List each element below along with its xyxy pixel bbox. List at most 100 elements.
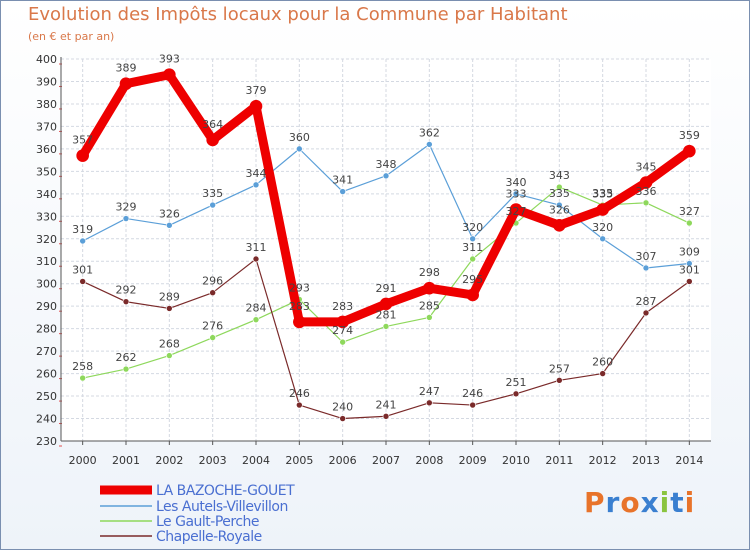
data-label: 311 — [246, 241, 267, 254]
data-label: 284 — [246, 302, 267, 315]
legend-label: LA BAZOCHE-GOUET — [156, 483, 295, 499]
data-point — [512, 390, 520, 398]
chart-subtitle: (en € et par an) — [28, 30, 115, 43]
data-label: 260 — [592, 356, 613, 369]
data-label: 309 — [679, 245, 700, 258]
data-point — [79, 278, 86, 285]
data-point — [642, 309, 650, 317]
y-tick-label: 390 — [36, 75, 57, 88]
data-point — [556, 201, 563, 209]
data-point — [122, 365, 130, 373]
data-label: 326 — [549, 203, 570, 216]
data-label: 329 — [116, 201, 137, 214]
x-tick-label: 2013 — [632, 454, 660, 467]
y-tick-label: 380 — [36, 98, 57, 111]
y-tick-label: 300 — [36, 278, 57, 291]
data-label: 293 — [289, 281, 310, 294]
data-point — [209, 334, 216, 341]
data-point — [469, 401, 476, 409]
data-label: 333 — [592, 188, 613, 201]
data-point — [79, 374, 86, 382]
data-label: 327 — [506, 205, 527, 218]
data-label: 276 — [202, 320, 223, 333]
data-point — [296, 401, 303, 409]
data-point — [119, 77, 133, 91]
data-label: 296 — [202, 275, 223, 288]
data-label: 345 — [636, 161, 657, 174]
x-tick-label: 2004 — [242, 454, 270, 467]
data-point — [379, 297, 393, 311]
data-point — [426, 314, 433, 321]
x-tick-label: 2014 — [675, 454, 703, 467]
data-point — [339, 338, 346, 346]
data-point — [683, 144, 696, 158]
data-label: 326 — [159, 207, 180, 220]
data-label: 393 — [159, 53, 180, 66]
data-point — [469, 255, 476, 263]
data-label: 283 — [289, 300, 310, 313]
data-point — [79, 237, 86, 245]
y-tick-label: 340 — [36, 188, 57, 201]
data-point — [642, 264, 650, 272]
data-point — [209, 201, 216, 209]
y-tick-label: 260 — [36, 368, 57, 381]
data-label: 287 — [636, 295, 657, 308]
data-point — [556, 183, 563, 191]
data-point — [122, 298, 130, 305]
data-label: 283 — [332, 300, 353, 313]
data-point — [166, 221, 173, 229]
data-point — [206, 133, 219, 147]
data-label: 295 — [462, 273, 483, 286]
data-label: 341 — [332, 174, 353, 187]
x-tick-label: 2010 — [502, 454, 530, 467]
data-point — [339, 415, 346, 422]
y-tick-label: 310 — [36, 255, 57, 268]
x-tick-label: 2009 — [459, 454, 487, 467]
y-tick-label: 330 — [36, 210, 57, 223]
y-tick-label: 230 — [36, 435, 57, 448]
data-label: 357 — [72, 134, 93, 147]
data-label: 246 — [462, 387, 483, 400]
y-tick-label: 320 — [36, 233, 57, 246]
data-label: 262 — [116, 351, 137, 364]
data-point — [339, 188, 346, 195]
data-point — [509, 203, 523, 216]
y-tick-label: 250 — [36, 390, 57, 403]
data-label: 359 — [679, 129, 700, 142]
data-point — [466, 288, 479, 302]
data-point — [599, 370, 606, 377]
data-point — [426, 141, 433, 148]
data-label: 362 — [419, 126, 440, 139]
data-label: 360 — [289, 131, 310, 144]
data-label: 344 — [246, 167, 267, 180]
x-tick-label: 2000 — [69, 454, 97, 467]
data-label: 348 — [376, 158, 397, 171]
data-label: 247 — [419, 385, 440, 398]
legend-label: Les Autels-Villevillon — [156, 499, 288, 515]
chart-title: Evolution des Impôts locaux pour la Comm… — [28, 4, 568, 25]
data-label: 246 — [289, 387, 310, 400]
data-point — [249, 99, 263, 113]
data-label: 319 — [72, 223, 93, 236]
data-label: 268 — [159, 338, 180, 351]
data-label: 257 — [549, 362, 570, 375]
data-point — [163, 68, 176, 82]
data-label: 307 — [636, 250, 657, 263]
data-point — [382, 323, 390, 330]
data-label: 292 — [116, 284, 137, 297]
data-label: 298 — [419, 266, 440, 279]
data-point — [642, 199, 650, 207]
data-label: 335 — [549, 187, 570, 200]
data-point — [122, 215, 130, 222]
data-point — [596, 203, 609, 216]
data-label: 311 — [462, 241, 483, 254]
data-label: 389 — [116, 62, 137, 75]
data-label: 240 — [332, 401, 353, 414]
proxiti-logo: Proxiti — [584, 486, 696, 519]
data-point — [166, 305, 173, 312]
y-tick-label: 360 — [36, 143, 57, 156]
data-point — [512, 190, 520, 198]
x-tick-label: 2005 — [285, 454, 313, 467]
data-label: 364 — [202, 118, 223, 131]
